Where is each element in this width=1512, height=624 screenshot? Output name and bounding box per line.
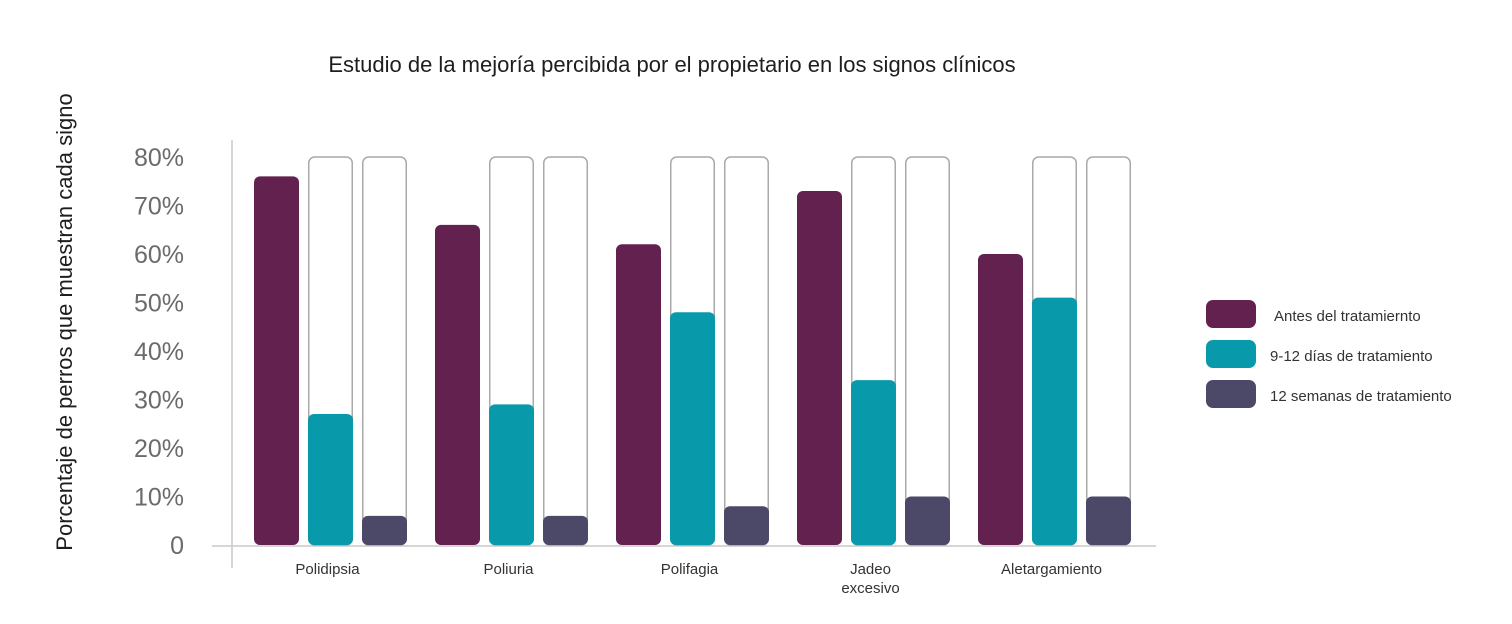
bar bbox=[724, 506, 769, 545]
bar bbox=[308, 414, 353, 545]
legend-label: Antes del tratamiernto bbox=[1274, 308, 1421, 325]
x-tick-label: Aletargamiento bbox=[1001, 561, 1102, 578]
y-tick-label: 50% bbox=[134, 290, 184, 318]
bar-group bbox=[797, 156, 950, 546]
bar-background bbox=[1086, 156, 1131, 546]
x-tick-label-line: Aletargamiento bbox=[1001, 561, 1102, 578]
bar bbox=[1032, 297, 1077, 545]
legend-swatch bbox=[1206, 300, 1256, 328]
bar bbox=[543, 515, 588, 545]
bar bbox=[362, 515, 407, 545]
bar bbox=[978, 254, 1023, 545]
bar-background bbox=[724, 156, 769, 546]
x-tick-label: Jadeo excesivo bbox=[841, 561, 899, 597]
x-tick-label-line: Polifagia bbox=[661, 561, 719, 578]
bar-background bbox=[543, 156, 588, 546]
bar-groups bbox=[254, 156, 1131, 546]
legend: Antes del tratamiernto 9-12 días de trata… bbox=[1206, 300, 1452, 408]
y-tick-label: 20% bbox=[134, 435, 184, 463]
y-tick-labels: 0 10% 20% 30% 40% 50% 60% 70% 80% bbox=[134, 144, 184, 560]
bar bbox=[670, 312, 715, 545]
bar-group bbox=[435, 156, 588, 546]
x-tick-label-line: excesivo bbox=[841, 580, 899, 597]
chart-title: Estudio de la mejoría percibida por el p… bbox=[328, 52, 1015, 77]
bar bbox=[254, 176, 299, 545]
bar bbox=[616, 244, 661, 546]
legend-label: 12 semanas de tratamiento bbox=[1270, 388, 1452, 405]
x-tick-label: Polifagia bbox=[661, 561, 719, 578]
bar bbox=[797, 190, 842, 545]
bar bbox=[435, 224, 480, 545]
legend-label: 9-12 días de tratamiento bbox=[1270, 348, 1433, 365]
bar bbox=[489, 404, 534, 545]
x-tick-label: Polidipsia bbox=[295, 561, 360, 578]
bar-background bbox=[905, 156, 950, 546]
bar-group bbox=[254, 156, 407, 546]
x-tick-label-line: Jadeo bbox=[850, 561, 891, 578]
y-tick-label: 0 bbox=[170, 532, 184, 560]
bar bbox=[1086, 496, 1131, 545]
y-tick-label: 80% bbox=[134, 144, 184, 172]
y-tick-label: 60% bbox=[134, 241, 184, 269]
y-tick-label: 30% bbox=[134, 387, 184, 415]
bar bbox=[851, 380, 896, 545]
x-tick-labels: Polidipsia Poliuria Polifagia Jadeo excesivo… bbox=[295, 561, 1102, 597]
y-tick-label: 70% bbox=[134, 193, 184, 221]
legend-swatch bbox=[1206, 340, 1256, 368]
y-tick-label: 10% bbox=[134, 484, 184, 512]
y-tick-label: 40% bbox=[134, 338, 184, 366]
y-axis-label: Porcentaje de perros que muestran cada s… bbox=[52, 93, 77, 550]
legend-swatch bbox=[1206, 380, 1256, 408]
x-tick-label-line: Polidipsia bbox=[295, 561, 360, 578]
bar-group bbox=[978, 156, 1131, 546]
bar bbox=[905, 496, 950, 545]
x-tick-label-line: Poliuria bbox=[483, 561, 534, 578]
bar-background bbox=[362, 156, 407, 546]
bar-group bbox=[616, 156, 769, 546]
x-tick-label: Poliuria bbox=[483, 561, 534, 578]
